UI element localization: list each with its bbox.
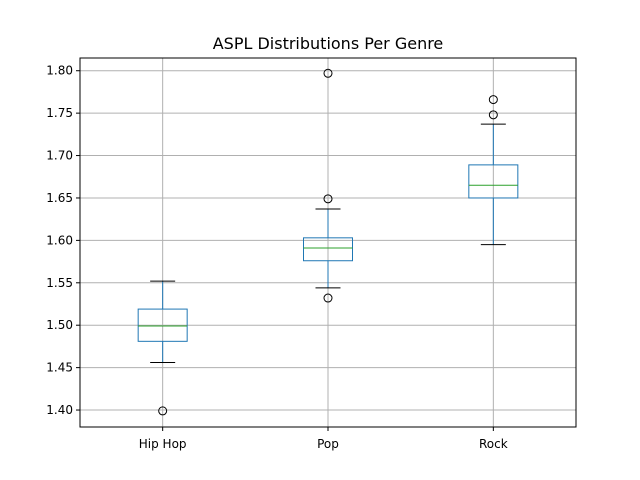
y-tick-label: 1.75: [46, 106, 73, 120]
box-rock: [468, 95, 519, 246]
y-tick-label: 1.45: [46, 361, 73, 375]
y-tick-label: 1.60: [46, 233, 73, 247]
iqr-box: [468, 164, 519, 199]
outlier-point: [488, 110, 498, 120]
y-tick-label: 1.70: [46, 149, 73, 163]
y-tick-label: 1.80: [46, 64, 73, 78]
grid-lines: [80, 58, 576, 427]
box-hip-hop: [137, 280, 188, 416]
x-tick-label: Hip Hop: [139, 437, 187, 451]
y-tick-label: 1.65: [46, 191, 73, 205]
y-tick-label: 1.55: [46, 276, 73, 290]
iqr-box: [137, 308, 188, 342]
plot-frame: [79, 57, 577, 428]
y-tick-label: 1.40: [46, 403, 73, 417]
chart-title: ASPL Distributions Per Genre: [213, 34, 444, 53]
outlier-point: [323, 293, 333, 303]
outlier-point: [488, 95, 498, 105]
x-tick-label: Rock: [479, 437, 508, 451]
x-tick-label: Pop: [317, 437, 339, 451]
iqr-box: [303, 237, 353, 262]
box-pop: [303, 68, 353, 303]
outlier-point: [323, 68, 333, 78]
axes: 1.40 1.45 1.50 1.55 1.60 1.65 1.70 1.75 1.80 Hip …: [46, 64, 507, 451]
box-plots: [137, 68, 519, 416]
y-tick-label: 1.50: [46, 318, 73, 332]
outlier-point: [158, 406, 168, 416]
outlier-point: [323, 194, 333, 204]
